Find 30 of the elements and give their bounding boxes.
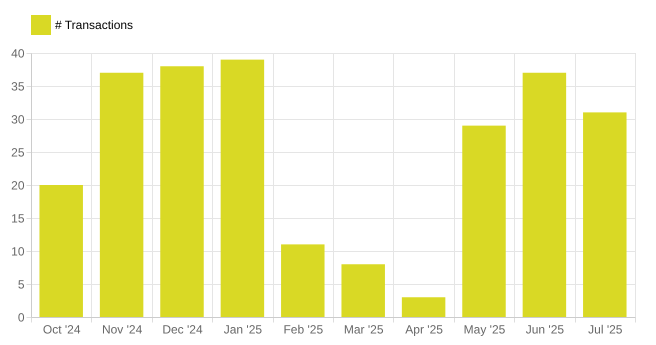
bar xyxy=(522,72,566,317)
bar xyxy=(583,112,627,317)
y-tick-label: 5 xyxy=(18,278,25,292)
y-tick-label: 10 xyxy=(11,244,25,258)
x-tick-label: Mar '25 xyxy=(344,322,384,336)
y-tick-label: 25 xyxy=(11,146,25,160)
x-tick-label: Nov '24 xyxy=(102,322,143,336)
bar xyxy=(100,72,144,317)
x-tick-label: Jun '25 xyxy=(526,322,564,336)
y-tick-label: 0 xyxy=(18,310,25,324)
x-tick-label: May '25 xyxy=(464,322,506,336)
y-tick-label: 40 xyxy=(11,46,25,60)
bar xyxy=(160,66,204,317)
x-tick-label: Jul '25 xyxy=(588,322,623,336)
bar xyxy=(402,297,446,317)
x-tick-label: Apr '25 xyxy=(405,322,444,336)
y-tick-label: 15 xyxy=(11,212,25,226)
x-tick-label: Feb '25 xyxy=(283,322,324,336)
bar xyxy=(39,185,83,317)
bar xyxy=(281,244,325,317)
x-tick-label: Dec '24 xyxy=(162,322,203,336)
legend-label: # Transactions xyxy=(55,18,134,32)
x-tick-label: Jan '25 xyxy=(224,322,262,336)
y-tick-label: 35 xyxy=(11,80,25,94)
x-tick-label: Oct '24 xyxy=(42,322,81,336)
bar xyxy=(462,126,506,317)
y-tick-label: 20 xyxy=(11,178,25,192)
y-tick-label: 30 xyxy=(11,112,25,126)
bar xyxy=(220,60,264,317)
bar xyxy=(341,264,385,317)
